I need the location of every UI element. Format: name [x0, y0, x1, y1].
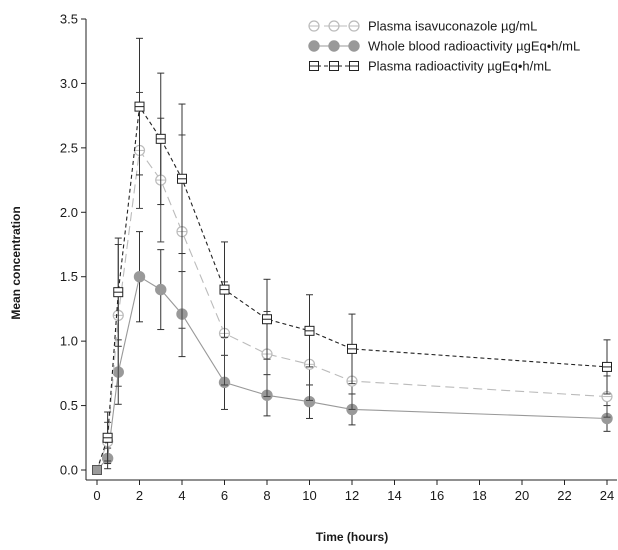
x-tick-label: 18 [472, 488, 486, 503]
data-point [113, 287, 124, 298]
y-tick-label: 0.0 [60, 463, 78, 478]
y-tick-label: 3.0 [60, 76, 78, 91]
legend-marker [308, 20, 320, 32]
legend: Plasma isavuconazole µg/mL Whole blood ra… [308, 19, 580, 74]
legend-marker [329, 61, 339, 71]
legend-item-1: Plasma isavuconazole µg/mL [308, 19, 537, 34]
legend-label: Plasma isavuconazole µg/mL [368, 19, 537, 34]
x-tick-label: 0 [93, 488, 100, 503]
x-tick-label: 16 [430, 488, 444, 503]
x-tick-label: 12 [345, 488, 359, 503]
data-point [304, 325, 315, 336]
legend-marker [309, 61, 319, 71]
y-tick-label: 1.0 [60, 334, 78, 349]
data-point [102, 432, 113, 443]
x-tick-label: 2 [136, 488, 143, 503]
legend-item-2: Whole blood radioactivity µgEq•h/mL [308, 39, 580, 54]
x-tick-label: 6 [221, 488, 228, 503]
legend-label: Whole blood radioactivity µgEq•h/mL [368, 39, 580, 54]
data-point [134, 101, 145, 112]
data-point [177, 173, 187, 184]
legend-marker [308, 40, 320, 52]
x-tick-label: 24 [600, 488, 614, 503]
x-tick-label: 10 [302, 488, 316, 503]
x-tick-label: 14 [387, 488, 401, 503]
data-point [155, 133, 166, 144]
y-tick-label: 1.5 [60, 269, 78, 284]
x-tick-label: 8 [263, 488, 270, 503]
legend-marker [328, 20, 340, 32]
data-point [155, 283, 167, 296]
data-point [602, 361, 612, 372]
legend-item-3: Plasma radioactivity µgEq•h/mL [309, 59, 551, 74]
x-tick-label: 22 [557, 488, 571, 503]
y-tick-label: 0.5 [60, 398, 78, 413]
legend-marker [349, 61, 359, 71]
origin-point [92, 465, 102, 475]
x-tick-label: 4 [178, 488, 185, 503]
data-point [347, 343, 357, 354]
legend-marker [328, 40, 340, 52]
x-axis-title: Time (hours) [316, 530, 388, 544]
legend-marker [348, 20, 360, 32]
series-3 [96, 37, 612, 471]
y-tick-label: 2.0 [60, 205, 78, 220]
x-tick-label: 20 [515, 488, 529, 503]
y-axis-title: Mean concentration [9, 206, 23, 319]
series-line [96, 148, 608, 471]
data-point [219, 284, 230, 295]
data-point [133, 271, 146, 283]
legend-label: Plasma radioactivity µgEq•h/mL [368, 59, 551, 74]
data-point [262, 314, 272, 325]
y-tick-label: 3.5 [60, 12, 78, 27]
series-layer [92, 37, 613, 475]
axes: 0.00.51.01.52.02.53.03.50 2 4 6 8 10 12 14 16 18 2… [60, 12, 617, 503]
legend-marker [348, 40, 360, 52]
y-tick-label: 2.5 [60, 140, 78, 155]
